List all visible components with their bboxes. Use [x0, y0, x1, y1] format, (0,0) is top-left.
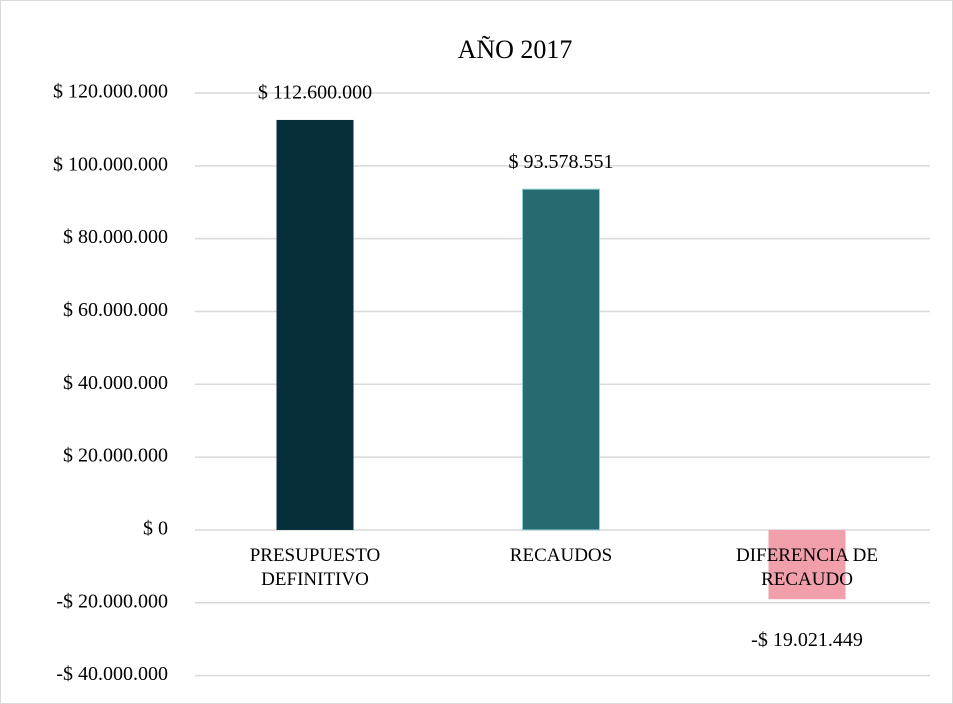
bar [522, 188, 600, 531]
y-tick-label: $ 100.000.000 [53, 153, 168, 175]
y-tick-label: -$ 20.000.000 [56, 590, 168, 612]
y-tick-label: $ 0 [143, 518, 168, 540]
y-tick-label: $ 20.000.000 [63, 445, 168, 467]
bar [768, 529, 846, 600]
value-label: -$ 19.021.449 [751, 629, 863, 651]
y-tick-label: $ 40.000.000 [63, 372, 168, 394]
y-tick-label: -$ 40.000.000 [56, 663, 168, 685]
bar [276, 119, 354, 530]
x-tick-label: RECAUDOS [510, 545, 612, 566]
x-tick-label: PRESUPUESTO DEFINITIVO [250, 545, 381, 590]
y-tick-label: $ 60.000.000 [63, 299, 168, 321]
chart-title: AÑO 2017 [458, 35, 573, 64]
x-tick-label: DIFERENCIA DE RECAUDO [736, 545, 878, 590]
y-tick-label: $ 120.000.000 [53, 81, 168, 103]
y-tick-label: $ 80.000.000 [63, 226, 168, 248]
value-label: $ 93.578.551 [509, 151, 614, 173]
value-label: $ 112.600.000 [258, 82, 372, 104]
